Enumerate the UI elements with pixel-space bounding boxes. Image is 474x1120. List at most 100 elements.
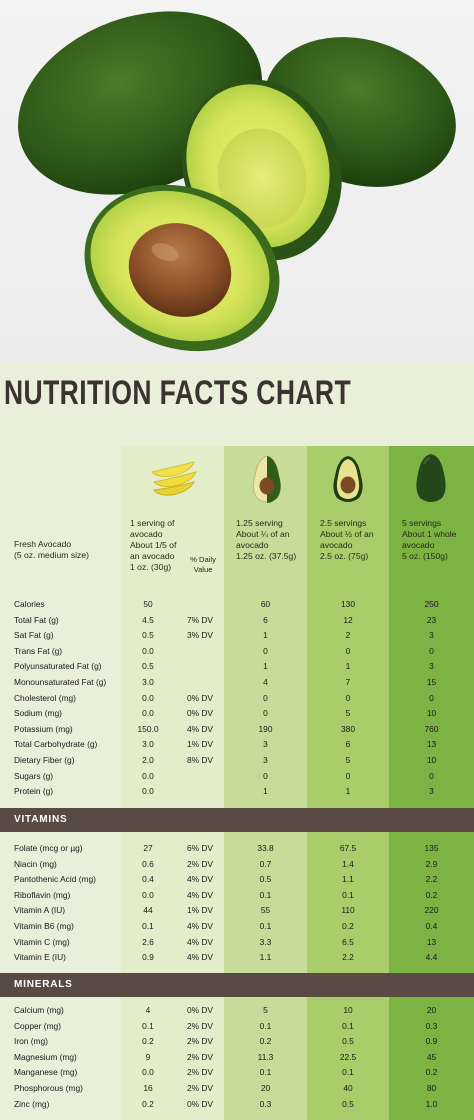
whole-avocado-value: 45 [426, 1051, 437, 1062]
one-serving-value: 0.4 [142, 874, 154, 885]
quarter-avocado-value: 190 [258, 723, 273, 734]
table-row: Sat Fat (g) 0.5 3% DV 1 2 3 [0, 628, 474, 644]
half-avocado-value: 0 [345, 645, 351, 656]
row-label: Vitamin E (IU) [14, 952, 66, 963]
daily-value: 8% DV [186, 755, 214, 765]
table-row: Iron (mg) 0.2 2% DV 0.2 0.5 0.9 [0, 1034, 474, 1050]
half-avocado-value: 40 [343, 1083, 353, 1093]
table-row: Vitamin B6 (mg) 0.1 4% DV 0.1 0.2 0.4 [0, 919, 474, 935]
row-label: Cholesterol (mg) [14, 692, 76, 703]
half-avocado-value: 10 [343, 1005, 353, 1015]
half-avocado-value: 2 [345, 630, 351, 641]
col3-header-line: 2.5 oz. (75g) [320, 551, 369, 561]
whole-avocado-value: 3 [429, 661, 434, 672]
col2-header: 1.25 serving About ¼ of an avocado 1.25 … [236, 518, 296, 562]
row-label: Protein (g) [14, 786, 54, 797]
col2-header-line: 1.25 oz. (37.5g) [236, 551, 297, 561]
daily-value: 2% DV [186, 858, 214, 869]
table-row: Sugars (g) 0.0 0 0 0 [0, 769, 474, 785]
half-avocado-value: 5 [345, 708, 351, 719]
quarter-avocado-value: 55 [260, 905, 271, 916]
half-avocado-value: 130 [341, 599, 355, 609]
quarter-avocado-value: 20 [260, 1083, 271, 1093]
whole-avocado-value: 4.4 [425, 952, 438, 963]
daily-value: 0% DV [186, 1098, 214, 1109]
col1-header: 1 serving of avocado About 1/5 of an avo… [130, 518, 176, 573]
whole-avocado-value: 0.4 [425, 921, 438, 931]
row-label: Potassium (mg) [14, 723, 73, 734]
page-title: NUTRITION FACTS CHART [4, 374, 352, 412]
avocado-slices-icon [151, 461, 197, 496]
row-label: Total Carbohydrate (g) [14, 739, 98, 750]
avocado-with-pit-icon [333, 456, 363, 502]
row-label: Trans Fat (g) [14, 645, 63, 656]
row-label: Riboflavin (mg) [14, 889, 71, 900]
one-serving-value: 0.0 [142, 1067, 154, 1078]
daily-value: 4% DV [186, 874, 214, 885]
table-row: Vitamin C (mg) 2.6 4% DV 3.3 6.5 13 [0, 935, 474, 951]
half-avocado-value: 0.5 [342, 1036, 354, 1047]
one-serving-value: 0.0 [142, 645, 154, 656]
half-avocado-value: 0.1 [342, 889, 354, 900]
row-label: Magnesium (mg) [14, 1051, 77, 1062]
quarter-avocado-value: 0.3 [259, 1098, 272, 1109]
whole-avocado-value: 23 [426, 614, 437, 625]
daily-value: 0% DV [186, 1005, 214, 1015]
one-serving-column [121, 446, 224, 1120]
quarter-avocado-value: 0.1 [259, 889, 272, 900]
one-serving-value: 9 [145, 1051, 151, 1062]
daily-value: 0% DV [186, 692, 214, 703]
table-row: Sodium (mg) 0.0 0% DV 0 5 10 [0, 706, 474, 722]
whole-avocado-value: 1.0 [425, 1098, 438, 1109]
whole-avocado-value: 10 [426, 755, 437, 765]
one-serving-value: 0.0 [142, 708, 154, 719]
table-row: Niacin (mg) 0.6 2% DV 0.7 1.4 2.9 [0, 857, 474, 873]
whole-avocado-value: 0.9 [425, 1036, 438, 1047]
one-serving-value: 0.2 [142, 1098, 154, 1109]
row-label: Calories [14, 599, 45, 609]
quarter-avocado-value: 0.1 [259, 1067, 272, 1078]
whole-avocado-value: 135 [424, 843, 439, 853]
half-avocado-value: 0.1 [342, 1067, 354, 1078]
daily-value: 0% DV [186, 708, 214, 719]
avocado-photo [0, 0, 474, 362]
row-label: Calcium (mg) [14, 1005, 64, 1015]
one-serving-value: 50 [143, 599, 153, 609]
whole-avocado-value: 2.2 [425, 874, 438, 885]
quarter-avocado-value: 3 [263, 755, 268, 765]
table-row: Monounsaturated Fat (g) 3.0 4 7 15 [0, 675, 474, 691]
one-serving-value: 2.0 [142, 755, 154, 765]
row-label: Niacin (mg) [14, 858, 57, 869]
col4-header-line: About 1 whole [402, 529, 457, 539]
col2-header-line: About ¼ of an [236, 529, 290, 539]
col2-header-line: 1.25 serving [236, 518, 283, 528]
quarter-avocado-value: 0 [263, 645, 268, 656]
half-avocado-value: 22.5 [339, 1051, 357, 1062]
daily-value: 4% DV [186, 889, 214, 900]
table-row: Riboflavin (mg) 0.0 4% DV 0.1 0.1 0.2 [0, 888, 474, 904]
table-row: Vitamin A (IU) 44 1% DV 55 110 220 [0, 903, 474, 919]
vitamins-section-header: VITAMINS [0, 808, 474, 832]
whole-avocado-value: 0.2 [425, 889, 438, 900]
row-label: Monounsaturated Fat (g) [14, 677, 107, 687]
one-serving-value: 0.0 [142, 786, 154, 797]
one-serving-value: 0.1 [142, 1020, 154, 1031]
one-serving-value: 0.0 [142, 889, 154, 900]
whole-avocado-value: 2.9 [425, 858, 438, 869]
whole-avocado-value: 250 [424, 599, 439, 609]
whole-avocado-value: 0 [429, 692, 434, 703]
half-avocado-icon [252, 455, 282, 503]
one-serving-value: 150.0 [137, 723, 159, 734]
quarter-avocado-value: 0 [263, 770, 268, 781]
table-row: Manganese (mg) 0.0 2% DV 0.1 0.1 0.2 [0, 1065, 474, 1081]
table-row: Calcium (mg) 4 0% DV 5 10 20 [0, 1003, 474, 1019]
half-avocado-value: 6.5 [342, 936, 354, 947]
table-row: Trans Fat (g) 0.0 0 0 0 [0, 644, 474, 660]
half-avocado-value: 1 [345, 661, 351, 672]
col1-header-line: 1 oz. (30g) [130, 562, 172, 572]
col3-header: 2.5 servings About ½ of an avocado 2.5 o… [320, 518, 374, 562]
whole-avocado-value: 760 [424, 723, 439, 734]
half-avocado-value: 380 [341, 723, 355, 734]
daily-value: 4% DV [186, 723, 214, 734]
daily-value-header: % Daily Value [182, 555, 224, 575]
